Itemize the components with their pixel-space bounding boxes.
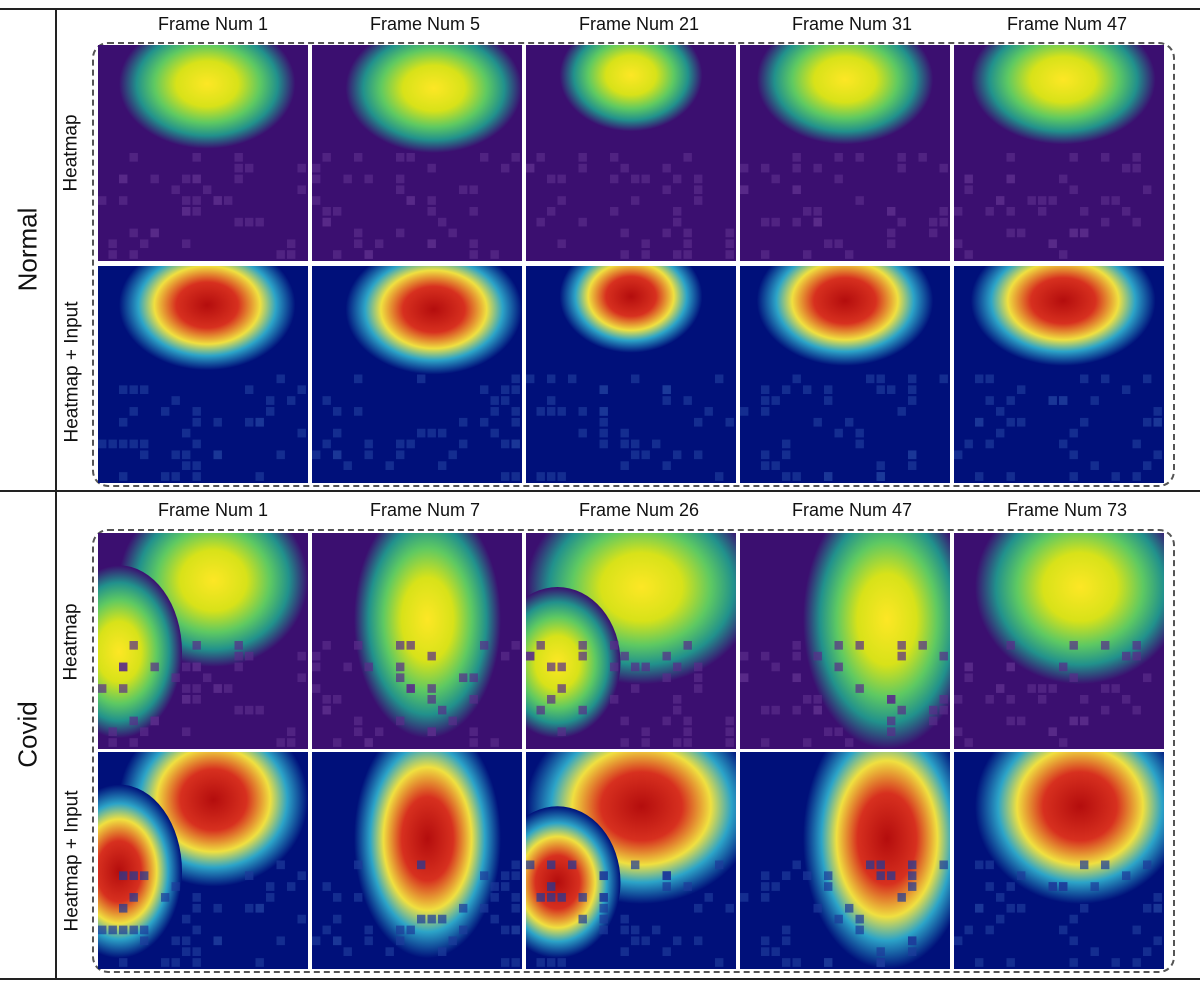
row-label-heatmap-normal: Heatmap <box>61 113 83 192</box>
frame-label: Frame Num 31 <box>791 14 913 34</box>
heatmap-input-tile <box>526 752 736 969</box>
heatmap-tile <box>954 45 1164 261</box>
section-label-normal: Normal <box>12 207 43 291</box>
frame-label: Frame Num 1 <box>157 14 269 34</box>
heatmap-input-tile <box>740 752 950 969</box>
heatmap-tile <box>312 45 522 261</box>
heatmap-input-tile <box>312 266 522 483</box>
heatmap-input-tile <box>312 752 522 969</box>
heatmap-tile <box>740 533 950 749</box>
heatmap-input-tile <box>954 752 1164 969</box>
frame-label: Frame Num 26 <box>578 500 700 520</box>
normal-frames-box <box>92 42 1175 487</box>
heatmap-tile <box>954 533 1164 749</box>
section-label-covid: Covid <box>12 700 43 768</box>
frame-label: Frame Num 1 <box>157 500 269 520</box>
frame-label: Frame Num 47 <box>791 500 913 520</box>
heatmap-tile <box>526 45 736 261</box>
row-label-heatmap-input-normal: Heatmap + Input <box>61 301 83 443</box>
heatmap-input-tile <box>954 266 1164 483</box>
frame-label: Frame Num 47 <box>1006 14 1128 34</box>
section-label-divider <box>55 8 57 980</box>
frame-label: Frame Num 5 <box>369 14 481 34</box>
heatmap-tile <box>312 533 522 749</box>
middle-divider <box>0 490 1200 492</box>
covid-frames-box <box>92 529 1175 973</box>
heatmap-tile <box>526 533 736 749</box>
frame-label: Frame Num 7 <box>369 500 481 520</box>
heatmap-input-tile <box>98 266 308 483</box>
top-divider <box>0 8 1200 10</box>
heatmap-tile <box>98 533 308 749</box>
heatmap-tile <box>98 45 308 261</box>
frame-label: Frame Num 73 <box>1006 500 1128 520</box>
row-label-heatmap-input-covid: Heatmap + Input <box>61 790 83 932</box>
heatmap-tile <box>740 45 950 261</box>
row-label-heatmap-covid: Heatmap <box>61 602 83 681</box>
frame-label: Frame Num 21 <box>578 14 700 34</box>
bottom-divider <box>0 978 1200 980</box>
heatmap-input-tile <box>740 266 950 483</box>
heatmap-input-tile <box>98 752 308 969</box>
heatmap-input-tile <box>526 266 736 483</box>
